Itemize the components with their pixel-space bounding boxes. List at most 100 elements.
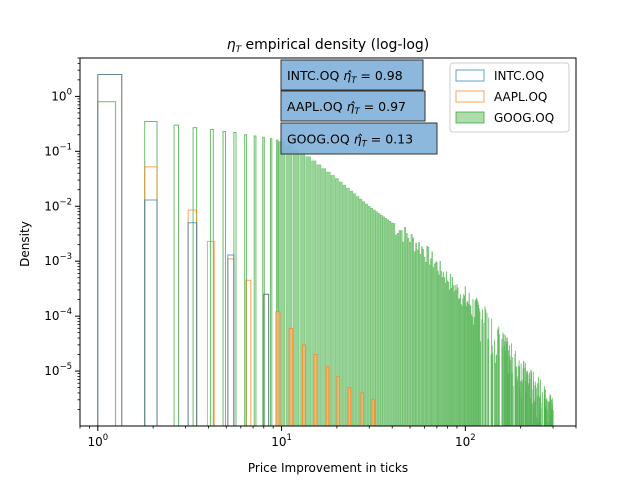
goog-bar	[425, 262, 427, 426]
aapl-bin	[245, 279, 252, 426]
intc-bin	[227, 254, 235, 426]
goog-bar	[389, 221, 392, 426]
y-axis-label: Density	[18, 221, 32, 267]
goog-bar	[486, 312, 488, 426]
goog-bar	[454, 284, 456, 426]
goog-bar	[512, 386, 514, 426]
aapl-bin	[371, 399, 375, 426]
goog-bar	[464, 286, 466, 426]
goog-bar	[444, 282, 447, 426]
goog-bar	[463, 295, 466, 426]
y-tick-label-4: 10−4	[44, 307, 72, 323]
goog-bar	[413, 251, 416, 426]
intc-bin	[144, 199, 158, 426]
aapl-tail-bar	[289, 328, 293, 426]
goog-bar	[472, 299, 474, 426]
aapl-bin	[347, 387, 352, 426]
goog-bar	[458, 298, 461, 426]
aapl-tail-bar	[313, 354, 318, 426]
goog-bar	[520, 363, 522, 426]
goog-bar	[428, 264, 431, 426]
legend: INTC.OQ AAPL.OQ GOOG.OQ	[449, 62, 570, 133]
goog-bar	[342, 184, 347, 426]
goog-bar	[527, 384, 529, 426]
goog-bar	[521, 383, 523, 426]
aapl-bin	[336, 375, 341, 426]
goog-bar	[502, 332, 504, 426]
goog-bar	[509, 356, 511, 426]
goog-bar	[311, 160, 317, 426]
aapl-bin	[325, 366, 330, 426]
goog-bar	[552, 409, 554, 426]
chart-title: ηT empirical density (log-log)	[227, 37, 430, 55]
annotation-box	[280, 90, 426, 122]
aapl-tail-bar	[326, 366, 329, 426]
annotation-box	[280, 59, 424, 91]
aapl-bin	[313, 354, 318, 426]
goog-bar	[316, 164, 322, 426]
goog-bar	[440, 271, 442, 426]
goog-bar	[546, 409, 548, 426]
goog-bar	[437, 270, 439, 426]
goog-bar	[470, 314, 472, 426]
annotation-text: AAPL.OQ η̂T = 0.97	[287, 99, 406, 117]
x-axis-label: Price Improvement in ticks	[248, 461, 408, 475]
goog-bar	[452, 285, 454, 426]
aapl-tail-bar	[371, 399, 375, 426]
aapl-bin	[288, 327, 294, 426]
goog-spike	[276, 139, 279, 426]
goog-bar	[540, 408, 542, 426]
goog-bar	[432, 267, 435, 426]
goog-bar	[330, 175, 335, 426]
goog-bar	[396, 232, 399, 426]
goog-bar	[439, 260, 441, 426]
goog-bar	[386, 219, 390, 426]
legend-label: GOOG.OQ	[494, 111, 554, 125]
title-rest: empirical density (log-log)	[241, 37, 429, 53]
annotation-text: GOOG.OQ η̂T = 0.13	[287, 132, 413, 150]
goog-bar	[463, 294, 465, 426]
goog-bar	[427, 246, 430, 426]
aapl-tail-bar	[336, 376, 340, 426]
intc-bin	[187, 222, 198, 426]
goog-bar	[436, 261, 438, 426]
goog-bar	[362, 201, 366, 426]
goog-bar	[430, 258, 432, 426]
goog-bar	[447, 281, 450, 426]
goog-bar	[541, 392, 543, 426]
aapl-tail-bar	[348, 387, 351, 426]
goog-bar	[349, 190, 353, 426]
annotation-boxes: INTC.OQ η̂T = 0.98 AAPL.OQ η̂T = 0.97 GOOG…	[280, 59, 438, 155]
goog-bar	[419, 253, 422, 426]
aapl-bin	[302, 344, 307, 426]
goog-bar	[377, 213, 381, 426]
goog-bar	[346, 187, 350, 426]
goog-bar	[431, 251, 433, 426]
goog-bar	[445, 271, 448, 426]
goog-bar	[370, 207, 374, 426]
legend-swatch	[455, 69, 485, 82]
goog-bar	[453, 291, 455, 426]
goog-bar	[446, 280, 449, 426]
goog-bar	[492, 353, 494, 426]
goog-bar	[391, 222, 394, 426]
y-tick-label-2: 10−2	[44, 197, 72, 213]
goog-bar	[382, 216, 385, 426]
axes-frame	[79, 57, 577, 427]
goog-bar	[305, 156, 311, 426]
goog-bar	[482, 309, 483, 426]
aapl-tail-bar	[302, 344, 306, 426]
goog-bar	[457, 287, 459, 426]
goog-bar	[365, 203, 368, 426]
goog-bar	[483, 322, 485, 426]
legend-swatch	[455, 90, 485, 103]
annotation-box	[280, 122, 438, 155]
goog-bar	[467, 303, 469, 426]
y-tick-label-1: 10−1	[44, 142, 72, 158]
goog-bar	[407, 237, 410, 426]
goog-bar	[480, 341, 482, 426]
goog-bar	[334, 178, 339, 426]
goog-bar	[519, 381, 521, 426]
goog-bar	[451, 277, 453, 426]
